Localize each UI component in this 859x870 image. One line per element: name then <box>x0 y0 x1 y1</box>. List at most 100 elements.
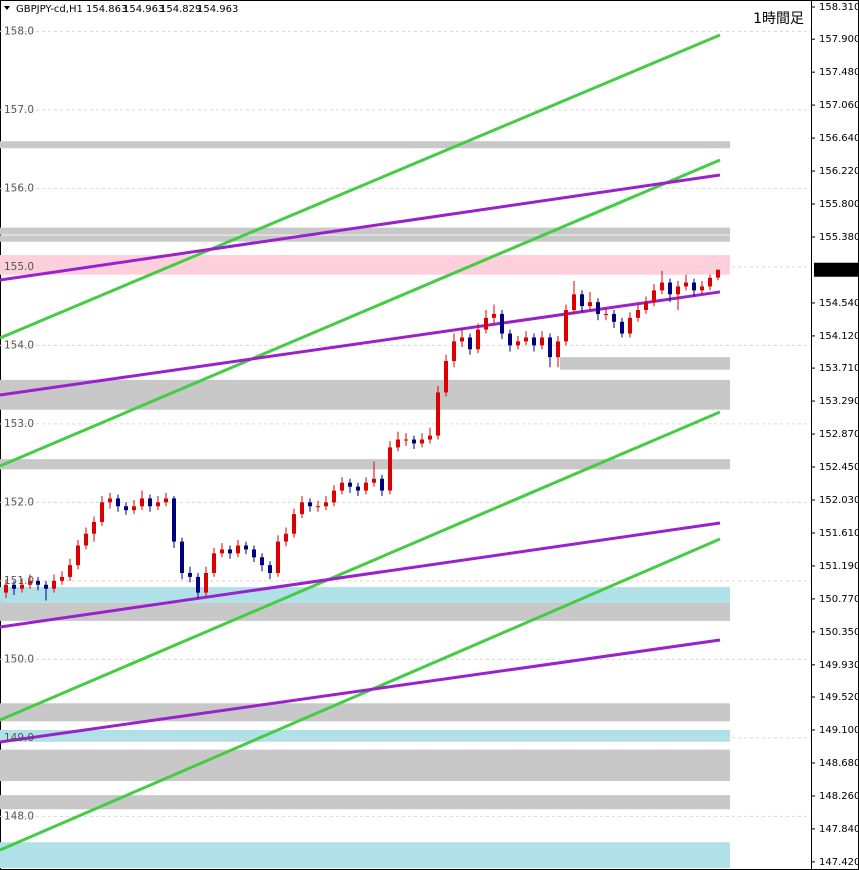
candle-body <box>652 290 656 303</box>
level-label: 154.0 <box>4 339 34 351</box>
y-tick-label: 157.900 <box>819 34 859 45</box>
zones <box>0 141 730 868</box>
trendlines <box>0 33 721 852</box>
candle-body <box>132 506 136 511</box>
candle-body <box>436 392 440 436</box>
y-tick-label: 150.770 <box>819 594 859 605</box>
zone <box>0 379 730 410</box>
header-open: 154.863 <box>86 4 127 15</box>
candle-body <box>604 313 608 315</box>
candle-body <box>60 576 64 581</box>
candle-body <box>692 282 696 291</box>
y-tick-label: 147.840 <box>819 824 859 835</box>
candle-body <box>76 545 80 566</box>
zone <box>560 357 730 370</box>
zone <box>0 235 730 242</box>
candle-body <box>420 439 424 444</box>
candle-body <box>100 502 104 522</box>
candle-body <box>716 269 720 278</box>
candle-body <box>28 580 32 585</box>
candle-body <box>428 435 432 440</box>
zone <box>0 842 730 868</box>
zone <box>0 602 730 621</box>
y-tick-label: 152.030 <box>819 495 859 506</box>
candle-body <box>308 502 312 507</box>
candle-body <box>84 533 88 546</box>
candle-body <box>148 498 152 507</box>
candle-body <box>372 478 376 483</box>
candle-body <box>476 329 480 350</box>
candle-body <box>164 498 168 503</box>
menu-triangle[interactable] <box>4 6 10 10</box>
candle-body <box>380 478 384 491</box>
zone <box>0 703 730 722</box>
candle-body <box>252 549 256 558</box>
candle-body <box>516 341 520 346</box>
candle-body <box>20 584 24 589</box>
y-tick-label: 153.290 <box>819 396 859 407</box>
candle-body <box>276 541 280 573</box>
candle-body <box>468 337 472 350</box>
zone <box>0 749 730 782</box>
candle-body <box>508 333 512 346</box>
candle-body <box>212 553 216 573</box>
level-label: 149.0 <box>4 732 34 744</box>
level-label: 150.0 <box>4 653 34 665</box>
chart-title: GBPJPY-cd,H1 <box>16 4 83 15</box>
labels: 158.0 157.0 156.0 155.0 154.0 153.0 152.0 151.0… <box>4 25 34 822</box>
candle-body <box>116 498 120 507</box>
y-tick-label: 155.380 <box>819 232 859 243</box>
trendline <box>0 521 721 629</box>
candle-body <box>572 294 576 311</box>
candle-body <box>700 286 704 291</box>
y-tick-label: 153.710 <box>819 363 859 374</box>
candle-body <box>236 545 240 554</box>
candle-body <box>188 572 192 577</box>
candle-body <box>500 313 504 334</box>
candle-body <box>44 584 48 589</box>
y-tick-label: 150.350 <box>819 627 859 638</box>
level-label: 151.0 <box>4 575 34 587</box>
candle-body <box>404 439 408 441</box>
level-label: 156.0 <box>4 182 34 194</box>
trendline <box>0 158 721 468</box>
candle-body <box>220 549 224 554</box>
candle-body <box>628 317 632 334</box>
candle-body <box>556 341 560 358</box>
y-tick-label: 152.450 <box>819 462 859 473</box>
candle-body <box>124 506 128 511</box>
candle-body <box>396 439 400 448</box>
header-low: 154.829 <box>160 4 201 15</box>
candle-body <box>548 337 552 358</box>
trendline <box>0 537 721 852</box>
trendline <box>0 33 721 340</box>
candle-body <box>4 584 8 593</box>
candle-body <box>564 310 568 342</box>
y-axis: 158.310 157.900 157.480 157.060 156.640 156.2… <box>811 2 859 868</box>
candle-body <box>196 576 200 593</box>
candle-body <box>172 498 176 542</box>
zone <box>0 141 730 149</box>
candle-body <box>668 282 672 295</box>
current-price-box <box>814 262 859 277</box>
candle-body <box>492 313 496 318</box>
candle-body <box>68 565 72 577</box>
level-label: 157.0 <box>4 104 34 116</box>
candle-body <box>452 341 456 362</box>
candle-body <box>36 580 40 585</box>
y-tick-label: 149.930 <box>819 660 859 671</box>
level-label: 153.0 <box>4 418 34 430</box>
y-tick-label: 152.870 <box>819 429 859 440</box>
header-high: 154.963 <box>123 4 164 15</box>
candle-body <box>636 310 640 318</box>
candle-body <box>620 321 624 334</box>
y-tick-label: 154.120 <box>819 331 859 342</box>
candle-body <box>300 502 304 515</box>
candle-body <box>684 282 688 287</box>
trendline <box>0 173 721 282</box>
candle-body <box>324 502 328 507</box>
y-tick-label: 156.220 <box>819 166 859 177</box>
level-label: 152.0 <box>4 496 34 508</box>
